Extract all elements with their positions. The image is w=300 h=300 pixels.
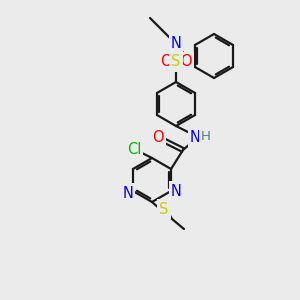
Text: N: N xyxy=(171,37,182,52)
Text: S: S xyxy=(159,202,169,217)
Text: N: N xyxy=(171,184,182,199)
Text: S: S xyxy=(171,55,181,70)
Text: N: N xyxy=(190,130,200,145)
Text: O: O xyxy=(180,55,192,70)
Text: H: H xyxy=(201,130,211,143)
Text: O: O xyxy=(160,55,172,70)
Text: Cl: Cl xyxy=(127,142,141,157)
Text: N: N xyxy=(122,185,134,200)
Text: O: O xyxy=(152,130,164,145)
